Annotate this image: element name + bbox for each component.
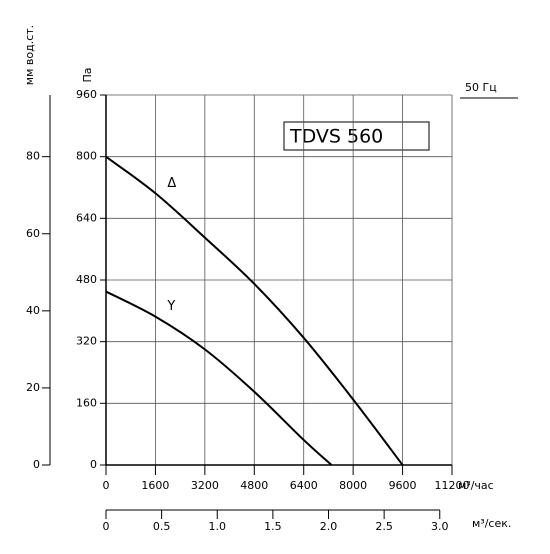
x-tick-label: 0 (103, 479, 110, 492)
y-tick-label: 0 (90, 458, 97, 471)
annotation-box (283, 121, 430, 151)
x2-tick-label: 1.5 (264, 520, 282, 533)
x2-tick-label: 3.0 (431, 520, 449, 533)
y2-tick-label: 20 (26, 381, 40, 394)
y2-tick-label: 80 (26, 150, 40, 163)
y2-tick-label: 60 (26, 227, 40, 240)
series-label: Y (166, 299, 175, 314)
series-label: Δ (167, 176, 176, 191)
y-tick-label: 160 (76, 396, 97, 409)
x-tick-label: 3200 (191, 479, 219, 492)
y2-tick-label: 0 (33, 458, 40, 471)
x2-tick-label: 1.0 (209, 520, 227, 533)
y2-axis-label: мм вод.ст. (23, 25, 36, 85)
x-tick-label: 1600 (141, 479, 169, 492)
y-tick-label: 320 (76, 335, 97, 348)
y-tick-label: 480 (76, 273, 97, 286)
x-tick-label: 11200 (435, 479, 470, 492)
curve (105, 155, 404, 466)
x-tick-label: 9600 (389, 479, 417, 492)
curve (105, 290, 333, 466)
frequency-label: 50 Гц (465, 81, 497, 94)
x2-tick-label: 2.5 (375, 520, 393, 533)
x-axis-label: м³/час (458, 479, 494, 492)
x-tick-label: 4800 (240, 479, 268, 492)
x-tick-label: 8000 (339, 479, 367, 492)
x2-tick-label: 0 (103, 520, 110, 533)
x-tick-label: 6400 (290, 479, 318, 492)
y2-tick-label: 40 (26, 304, 40, 317)
x2-tick-label: 0.5 (153, 520, 171, 533)
x2-tick-label: 2.0 (320, 520, 338, 533)
annotation: TDVS 560 (289, 126, 383, 148)
y-tick-label: 960 (76, 88, 97, 101)
y-tick-label: 800 (76, 150, 97, 163)
y-axis-label: Па (81, 67, 94, 82)
y-tick-label: 640 (76, 211, 97, 224)
x2-axis-label: м³/сек. (472, 517, 511, 530)
